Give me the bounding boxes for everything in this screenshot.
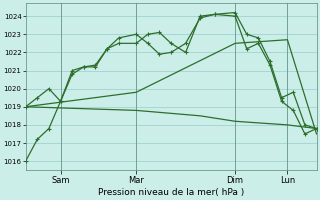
X-axis label: Pression niveau de la mer( hPa ): Pression niveau de la mer( hPa ) — [98, 188, 244, 197]
